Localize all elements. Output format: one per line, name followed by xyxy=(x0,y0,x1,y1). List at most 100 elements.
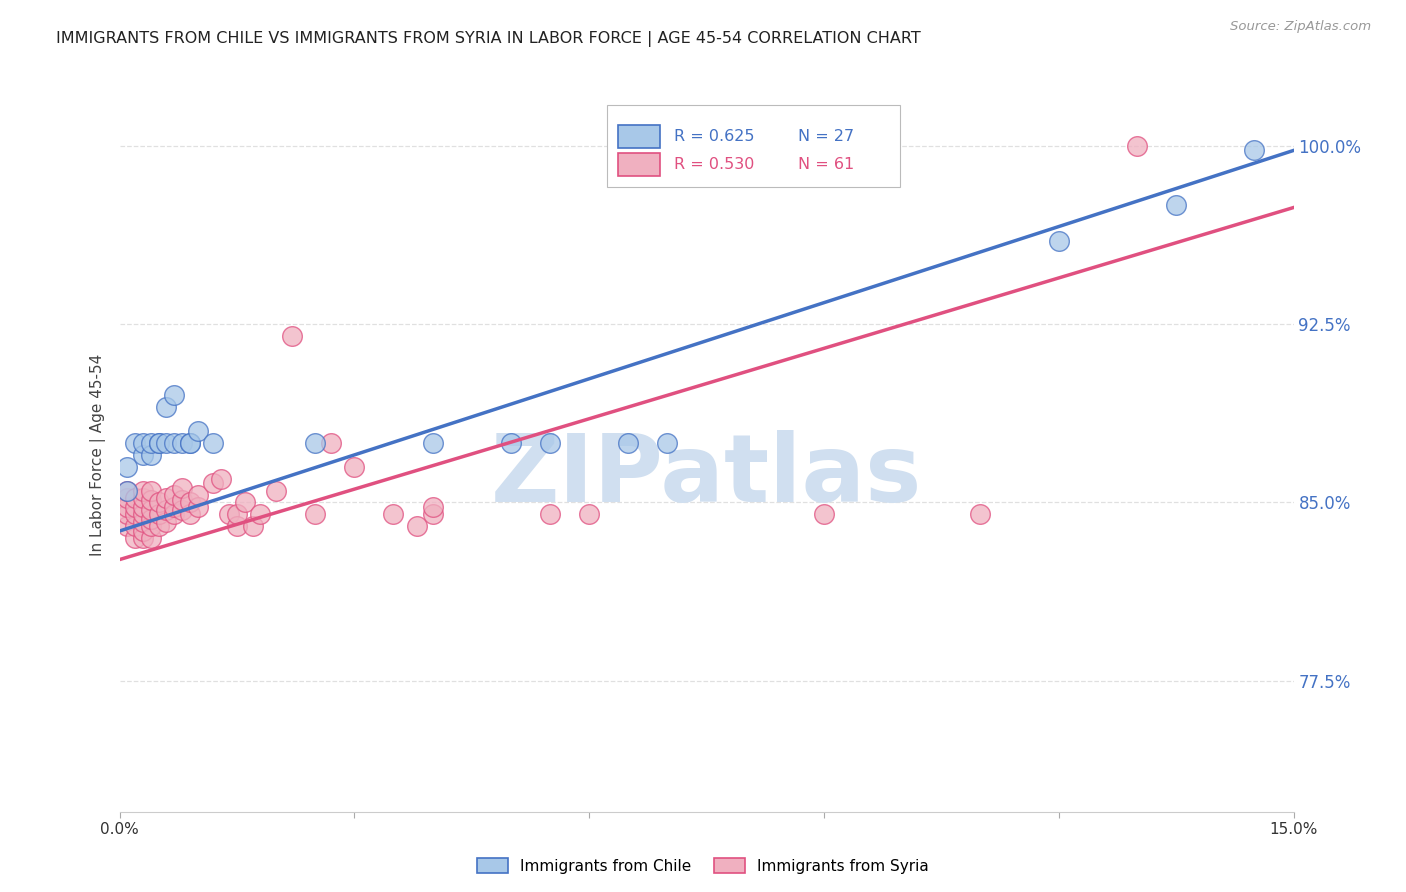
Point xyxy=(117,508,139,522)
Point xyxy=(499,436,522,450)
Point xyxy=(163,508,186,522)
Text: R = 0.625: R = 0.625 xyxy=(675,129,755,144)
Point xyxy=(139,502,162,516)
Point xyxy=(132,491,155,505)
Point xyxy=(969,508,991,522)
Point xyxy=(657,436,679,450)
Point xyxy=(319,436,342,450)
Point xyxy=(163,388,186,402)
Point xyxy=(139,448,162,462)
Point xyxy=(163,488,186,502)
Point xyxy=(155,436,177,450)
FancyBboxPatch shape xyxy=(607,105,900,187)
Point xyxy=(813,508,835,522)
Point xyxy=(242,519,264,533)
Point xyxy=(155,502,177,516)
Point xyxy=(155,401,177,415)
Point xyxy=(209,472,232,486)
Point xyxy=(117,459,139,474)
FancyBboxPatch shape xyxy=(619,153,659,176)
Point xyxy=(124,531,146,545)
Point xyxy=(304,508,326,522)
Point xyxy=(148,436,170,450)
Point xyxy=(422,500,444,515)
Point xyxy=(124,500,146,515)
Point xyxy=(155,491,177,505)
Point xyxy=(124,519,146,533)
Point xyxy=(233,495,256,509)
Point xyxy=(382,508,405,522)
Point xyxy=(406,519,429,533)
Text: Source: ZipAtlas.com: Source: ZipAtlas.com xyxy=(1230,20,1371,33)
Point xyxy=(1166,198,1188,212)
Point xyxy=(187,488,209,502)
Point xyxy=(139,512,162,526)
Point xyxy=(1047,234,1070,248)
Point xyxy=(117,519,139,533)
Point xyxy=(139,493,162,508)
Point xyxy=(249,508,271,522)
Point xyxy=(179,436,201,450)
Point xyxy=(148,508,170,522)
Point xyxy=(179,495,201,509)
Point xyxy=(132,483,155,498)
Point xyxy=(117,500,139,515)
Point xyxy=(139,519,162,533)
Point xyxy=(117,491,139,505)
Point xyxy=(132,508,155,522)
Point xyxy=(225,519,249,533)
Point xyxy=(132,531,155,545)
Point xyxy=(280,329,302,343)
Point xyxy=(179,508,201,522)
Point xyxy=(422,436,444,450)
Point xyxy=(132,436,155,450)
Point xyxy=(1243,144,1265,158)
Point xyxy=(538,436,561,450)
Point xyxy=(132,500,155,515)
Point xyxy=(218,508,240,522)
Point xyxy=(155,515,177,529)
Text: R = 0.530: R = 0.530 xyxy=(675,157,755,172)
Point xyxy=(117,483,139,498)
Text: ZIPatlas: ZIPatlas xyxy=(491,430,922,523)
Point xyxy=(124,491,146,505)
Point xyxy=(172,481,194,495)
Point xyxy=(172,502,194,516)
Point xyxy=(132,524,155,538)
Point xyxy=(148,436,170,450)
Point xyxy=(139,483,162,498)
Point xyxy=(163,436,186,450)
Point xyxy=(422,508,444,522)
Point xyxy=(187,424,209,438)
Legend: Immigrants from Chile, Immigrants from Syria: Immigrants from Chile, Immigrants from S… xyxy=(471,852,935,880)
Point xyxy=(132,515,155,529)
Point xyxy=(538,508,561,522)
Point xyxy=(117,483,139,498)
Text: N = 61: N = 61 xyxy=(797,157,853,172)
Y-axis label: In Labor Force | Age 45-54: In Labor Force | Age 45-54 xyxy=(90,354,105,556)
Point xyxy=(148,495,170,509)
Point xyxy=(172,493,194,508)
Point xyxy=(225,508,249,522)
Point xyxy=(124,508,146,522)
Text: IMMIGRANTS FROM CHILE VS IMMIGRANTS FROM SYRIA IN LABOR FORCE | AGE 45-54 CORREL: IMMIGRANTS FROM CHILE VS IMMIGRANTS FROM… xyxy=(56,31,921,47)
Point xyxy=(148,519,170,533)
Point xyxy=(343,459,366,474)
Point xyxy=(139,436,162,450)
Text: N = 27: N = 27 xyxy=(797,129,853,144)
Point xyxy=(172,436,194,450)
Point xyxy=(264,483,287,498)
Point xyxy=(139,531,162,545)
Point xyxy=(1126,138,1149,153)
Point xyxy=(202,476,225,491)
Point xyxy=(179,436,201,450)
Point xyxy=(202,436,225,450)
Point xyxy=(187,500,209,515)
Point xyxy=(132,448,155,462)
Point xyxy=(578,508,600,522)
Point xyxy=(124,436,146,450)
FancyBboxPatch shape xyxy=(619,125,659,148)
Point xyxy=(617,436,640,450)
Point xyxy=(304,436,326,450)
Point xyxy=(163,500,186,515)
